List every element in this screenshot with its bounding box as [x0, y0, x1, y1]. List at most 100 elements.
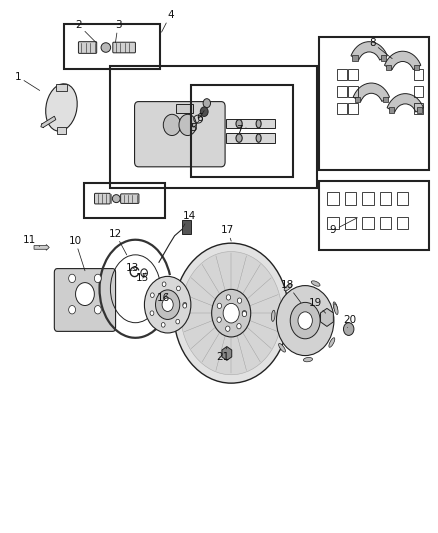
Circle shape: [343, 322, 354, 335]
Bar: [226, 133, 275, 143]
Text: 15: 15: [136, 273, 149, 283]
Text: 19: 19: [309, 297, 325, 313]
Circle shape: [162, 298, 173, 311]
FancyArrow shape: [34, 245, 49, 251]
Bar: [383, 97, 388, 102]
Text: 16: 16: [157, 293, 170, 303]
Circle shape: [161, 322, 165, 327]
Circle shape: [94, 274, 101, 282]
Circle shape: [237, 324, 241, 329]
Bar: [345, 192, 356, 205]
Wedge shape: [351, 42, 387, 60]
Text: 1: 1: [14, 71, 40, 91]
Bar: [355, 97, 360, 102]
Circle shape: [155, 290, 180, 319]
Circle shape: [212, 289, 251, 337]
Wedge shape: [385, 51, 421, 70]
Ellipse shape: [101, 43, 111, 52]
Ellipse shape: [284, 284, 292, 291]
FancyBboxPatch shape: [134, 102, 225, 167]
Bar: [319, 181, 429, 249]
Circle shape: [242, 311, 247, 316]
Ellipse shape: [236, 134, 242, 142]
Circle shape: [94, 305, 101, 314]
Circle shape: [217, 303, 222, 309]
Circle shape: [179, 114, 196, 135]
Bar: [177, 104, 193, 113]
Ellipse shape: [256, 134, 261, 142]
Bar: [397, 192, 408, 205]
Ellipse shape: [46, 84, 77, 131]
Wedge shape: [353, 83, 389, 101]
Circle shape: [69, 305, 75, 314]
Bar: [84, 183, 165, 217]
FancyBboxPatch shape: [54, 269, 116, 332]
Circle shape: [290, 302, 320, 339]
Ellipse shape: [329, 338, 335, 348]
Bar: [413, 69, 423, 80]
Bar: [337, 86, 346, 97]
FancyBboxPatch shape: [95, 193, 110, 204]
Circle shape: [176, 319, 180, 324]
Circle shape: [69, 274, 75, 282]
Bar: [348, 86, 358, 97]
Bar: [348, 69, 358, 80]
Ellipse shape: [333, 302, 338, 312]
Text: 11: 11: [23, 235, 40, 246]
Bar: [57, 127, 66, 134]
Bar: [389, 107, 394, 112]
Text: 13: 13: [126, 263, 139, 272]
Circle shape: [237, 298, 242, 303]
Circle shape: [162, 282, 166, 287]
Circle shape: [183, 303, 187, 308]
Bar: [414, 65, 420, 70]
Wedge shape: [387, 94, 424, 112]
Circle shape: [180, 252, 282, 375]
Circle shape: [276, 286, 334, 356]
Bar: [64, 23, 160, 69]
Circle shape: [242, 311, 247, 317]
Circle shape: [298, 312, 312, 329]
Bar: [191, 85, 293, 177]
Text: 9: 9: [330, 217, 357, 236]
Bar: [337, 103, 346, 114]
Circle shape: [200, 107, 208, 116]
Circle shape: [226, 326, 230, 332]
Ellipse shape: [236, 119, 242, 128]
Ellipse shape: [334, 304, 338, 314]
Circle shape: [163, 114, 181, 135]
Text: 8: 8: [369, 38, 392, 59]
Bar: [327, 192, 339, 205]
Circle shape: [183, 302, 187, 307]
Text: 20: 20: [343, 314, 356, 327]
Bar: [337, 69, 346, 80]
Bar: [110, 66, 317, 188]
Bar: [319, 37, 429, 170]
Bar: [362, 216, 374, 229]
Bar: [348, 103, 358, 114]
Text: 7: 7: [237, 125, 246, 135]
Ellipse shape: [279, 344, 286, 352]
Bar: [386, 65, 391, 70]
Bar: [226, 119, 275, 128]
Circle shape: [223, 303, 239, 323]
Ellipse shape: [113, 195, 120, 203]
Circle shape: [177, 286, 180, 290]
Bar: [380, 192, 391, 205]
Ellipse shape: [304, 358, 313, 362]
Text: 5: 5: [191, 120, 199, 133]
Text: 17: 17: [221, 225, 234, 241]
Circle shape: [151, 293, 154, 297]
Text: 21: 21: [217, 347, 230, 361]
Bar: [345, 216, 356, 229]
Text: 4: 4: [162, 10, 173, 32]
Text: 12: 12: [109, 229, 127, 255]
Ellipse shape: [311, 281, 320, 286]
Ellipse shape: [256, 119, 261, 128]
FancyBboxPatch shape: [120, 194, 139, 204]
Circle shape: [226, 295, 231, 300]
Circle shape: [217, 317, 221, 322]
Text: 18: 18: [281, 280, 301, 303]
Circle shape: [75, 282, 94, 305]
Bar: [353, 55, 357, 61]
